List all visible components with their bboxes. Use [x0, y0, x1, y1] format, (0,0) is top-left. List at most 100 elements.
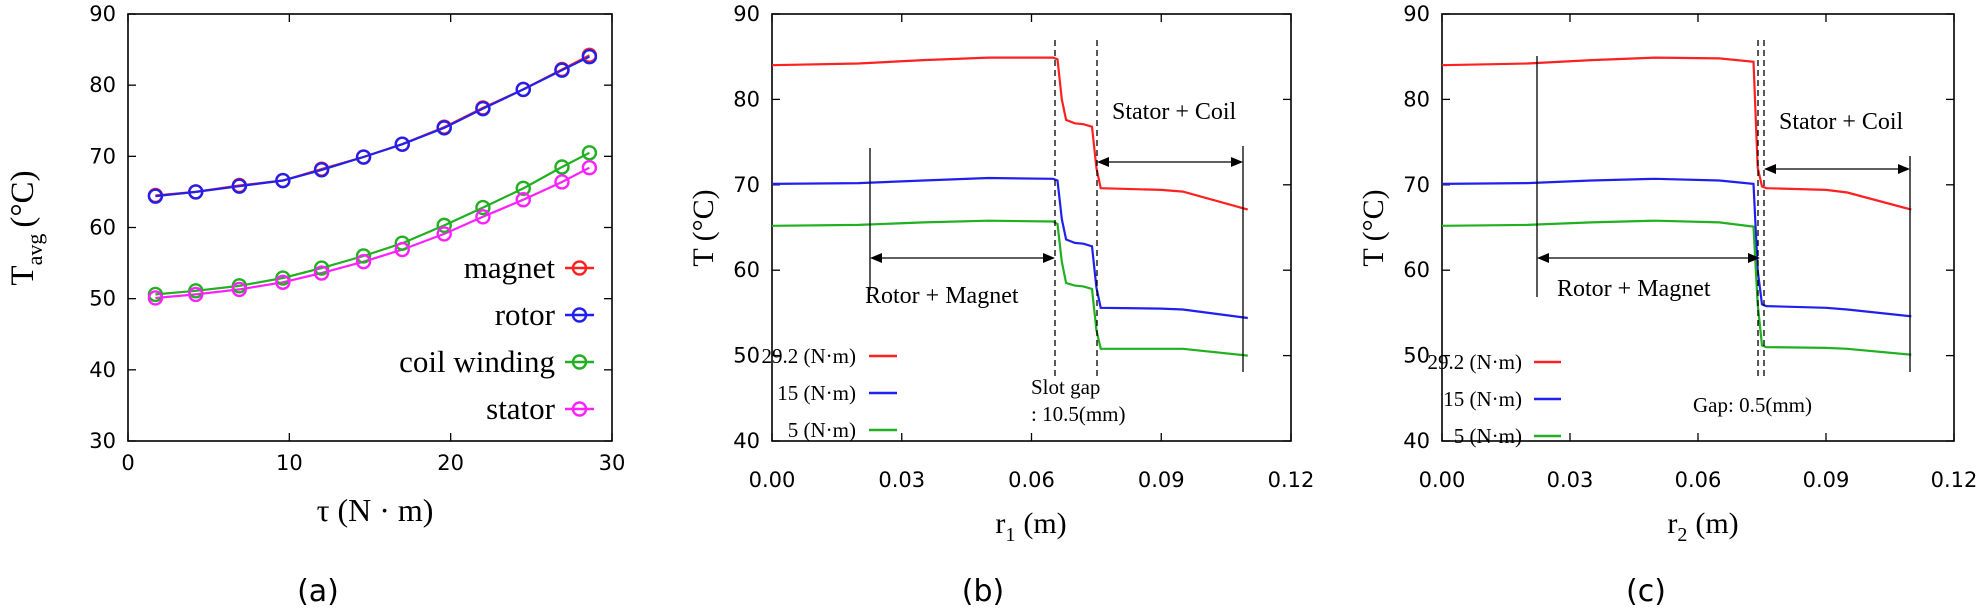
data-point-marker	[475, 100, 491, 117]
series-line-15-n-m-	[1441, 177, 1912, 318]
x-axis-label-b-sub: 1	[1005, 524, 1015, 546]
x-axis-label-c-sub: 2	[1677, 524, 1687, 546]
x-tick-label: 0.12	[1931, 468, 1978, 492]
x-tick-label: 0.09	[1138, 468, 1185, 492]
legend-label: 5 (N·m)	[788, 418, 856, 442]
y-axis-label-a-unit: (°C)	[5, 170, 41, 227]
legend-label: 29.2 (N·m)	[1428, 350, 1522, 374]
arrow-head-left2-c	[1764, 164, 1776, 174]
y-tick-label: 40	[89, 358, 116, 382]
legend-label: 5 (N·m)	[1454, 424, 1522, 448]
chart-panel-a: 30 40 50 60 70 80 90 0 10 20 30 magnet rotor coil w…	[5, 2, 625, 609]
y-tick-label: 80	[733, 87, 760, 111]
data-point-marker	[581, 160, 598, 176]
y-axis-label-a-sub: avg	[22, 234, 47, 266]
series-line-29-2-n-m-	[1441, 56, 1912, 211]
data-point-marker	[515, 81, 531, 98]
data-point-marker	[394, 241, 410, 258]
data-point-marker	[313, 260, 330, 276]
y-tick-label: 80	[89, 73, 116, 97]
legend-label: 15 (N·m)	[1443, 387, 1522, 411]
x-axis-label-b-unit: (m)	[1023, 507, 1066, 540]
x-axis-label-a: τ (N · m)	[317, 492, 434, 528]
data-point-marker	[275, 172, 291, 189]
y-axis-label-a-main: T	[5, 265, 41, 285]
y-axis-label-a: Tavg (°C)	[5, 170, 47, 285]
y-tick-label: 70	[89, 144, 116, 168]
data-point-marker	[188, 286, 204, 303]
rotor-magnet-label-c: Rotor + Magnet	[1557, 276, 1711, 302]
y-tick-label: 90	[89, 2, 116, 26]
y-tick-label: 50	[89, 287, 116, 311]
panel-label-c: (c)	[1626, 574, 1666, 609]
arrow-head-right2-b	[1231, 157, 1243, 167]
data-point-marker	[394, 235, 410, 251]
legend-label: 15 (N·m)	[777, 381, 856, 405]
y-tick-label: 50	[733, 344, 760, 368]
y-tick-label: 70	[1403, 173, 1430, 197]
x-tick-label: 20	[437, 451, 464, 475]
x-axis-label-a-symbol: τ	[317, 492, 330, 528]
data-point-marker	[355, 149, 372, 165]
data-point-marker	[231, 178, 248, 194]
slot-gap-label-b: Slot gap	[1031, 375, 1100, 399]
series-line-5-n-m-	[771, 219, 1248, 357]
arrow-head-right-b	[1043, 253, 1055, 263]
series-line-5-n-m-	[1441, 219, 1912, 356]
data-point-marker	[147, 188, 164, 204]
y-tick-label: 60	[733, 258, 760, 282]
x-axis-label-b-symbol: r	[995, 507, 1005, 540]
legend-marker	[571, 307, 588, 323]
series-line-15-n-m-	[771, 176, 1248, 320]
arrow-head-left-c	[1537, 253, 1549, 263]
data-point-marker	[275, 270, 291, 286]
legend-label: coil winding	[399, 344, 555, 379]
data-point-marker	[275, 274, 291, 290]
y-tick-label: 30	[89, 429, 116, 453]
data-point-marker	[436, 226, 452, 242]
legend-label: stator	[486, 391, 556, 426]
data-point-marker	[436, 120, 452, 136]
legend-marker	[571, 401, 588, 417]
stator-coil-label-c: Stator + Coil	[1779, 109, 1904, 135]
x-tick-label: 0.03	[1547, 468, 1594, 492]
y-tick-label: 60	[1403, 258, 1430, 282]
y-tick-label: 40	[733, 429, 760, 453]
data-point-marker	[355, 253, 372, 270]
x-tick-label: 0	[121, 451, 134, 475]
arrow-head-left-b	[870, 253, 882, 263]
data-point-marker	[475, 199, 491, 216]
y-axis-label-c: T (°C)	[1357, 189, 1390, 266]
y-tick-label: 90	[733, 2, 760, 26]
x-axis-label-c: r2 (m)	[1667, 507, 1738, 546]
x-tick-label: 0.12	[1268, 468, 1315, 492]
data-point-marker	[581, 49, 598, 65]
y-axis-label-b: T (°C)	[687, 189, 720, 266]
legend-label: magnet	[464, 250, 556, 285]
x-axis-label-b: r1 (m)	[995, 507, 1066, 546]
data-point-marker	[231, 281, 248, 298]
x-tick-label: 30	[599, 451, 626, 475]
x-tick-label: 0.00	[749, 468, 796, 492]
data-point-marker	[554, 62, 570, 78]
x-axis-label-a-unit: (N · m)	[337, 492, 433, 528]
x-tick-label: 0.03	[878, 468, 925, 492]
y-tick-label: 40	[1403, 429, 1430, 453]
chart-panel-b: 40 50 60 70 80 90 0.00 0.03 0.06 0.09 0.12 Rotor …	[687, 2, 1314, 609]
data-point-marker	[475, 209, 491, 225]
data-point-marker	[355, 248, 372, 264]
data-point-marker	[554, 174, 570, 190]
legend-marker	[571, 260, 588, 276]
legend-marker	[571, 354, 588, 370]
x-axis-label-c-unit: (m)	[1695, 507, 1738, 540]
legend-label: 29.2 (N·m)	[762, 344, 856, 368]
x-tick-label: 0.09	[1803, 468, 1850, 492]
data-point-marker	[313, 265, 330, 281]
y-tick-label: 80	[1403, 87, 1430, 111]
arrow-head-left2-b	[1097, 157, 1109, 167]
y-tick-label: 60	[89, 216, 116, 240]
data-point-marker	[313, 162, 330, 178]
stator-coil-label-b: Stator + Coil	[1112, 99, 1237, 125]
panel-label-b: (b)	[962, 574, 1004, 609]
data-point-marker	[515, 192, 531, 208]
